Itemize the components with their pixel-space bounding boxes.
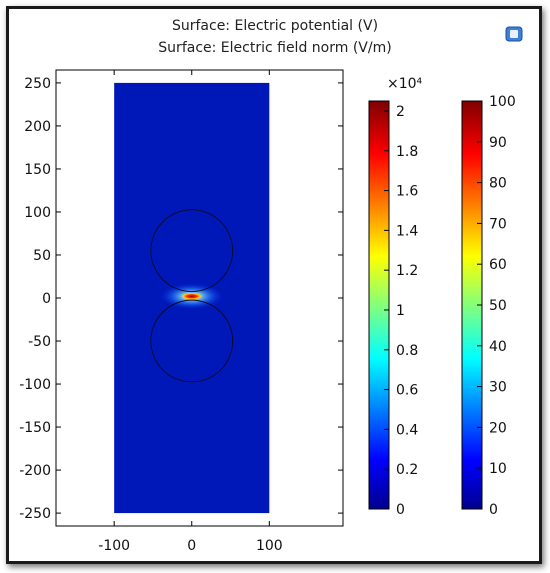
y-tick-label: -150 [19, 420, 51, 436]
sphere-top-outline [150, 209, 234, 293]
y-tick-label: 50 [33, 248, 51, 264]
colorbar-tick-label: 10 [489, 461, 507, 477]
colorbar-tick-label: 100 [489, 94, 516, 110]
colorbar-tick-label: 0 [396, 502, 405, 518]
colorbar-tick-label: 0.4 [396, 422, 418, 438]
colorbar-field-norm-ticks: 0 10 20 30 40 50 60 70 80 90 100 [477, 94, 516, 518]
colorbar-tick-label: 70 [489, 216, 507, 232]
x-tick-label: -100 [98, 538, 130, 554]
y-tick-label: 250 [24, 76, 51, 92]
y-tick-label: -100 [19, 377, 51, 393]
colorbar-tick-label: 30 [489, 380, 507, 396]
colorbar-tick-label: 1.2 [396, 263, 418, 279]
colorbar-tick-label: 0.8 [396, 343, 418, 359]
colorbar-tick-label: 0 [489, 502, 498, 518]
colorbar-tick-label: 60 [489, 257, 507, 273]
y-tick-label: 150 [24, 162, 51, 178]
window-restore-icon[interactable] [505, 26, 523, 42]
field-hotspot-core [180, 292, 203, 300]
plot-window-frame [6, 6, 542, 564]
y-tick-label: 100 [24, 205, 51, 221]
x-axis-ticks: -100 0 100 [98, 70, 283, 554]
colorbar-tick-label: 50 [489, 298, 507, 314]
colorbar-tick-label: 80 [489, 176, 507, 192]
colorbar-tick-label: 20 [489, 420, 507, 436]
x-tick-label: 100 [256, 538, 283, 554]
y-tick-label: -200 [19, 463, 51, 479]
colorbar-tick-label: 1.4 [396, 223, 418, 239]
sphere-bottom-outline [150, 299, 234, 383]
x-tick-label: 0 [187, 538, 196, 554]
y-axis-ticks: 250 200 150 100 50 0 -50 -100 -150 -200 -250 [19, 76, 343, 522]
y-tick-label: -50 [28, 334, 51, 350]
colorbar-tick-label: 1.6 [396, 184, 418, 200]
colorbar-tick-label: 1 [396, 303, 405, 319]
colorbar-potential-ticks: 0 0.2 0.4 0.6 0.8 1 1.2 1.4 1.6 1.8 2 [384, 104, 418, 518]
plot-title: Surface: Electric potential (V) [171, 18, 379, 34]
y-tick-label: 200 [24, 119, 51, 135]
colorbar-potential [368, 100, 390, 510]
plot-subtitle: Surface: Electric field norm (V/m) [158, 40, 392, 56]
colorbar-tick-label: 40 [489, 339, 507, 355]
colorbar-tick-label: 1.8 [396, 144, 418, 160]
colorbar-tick-label: 90 [489, 135, 507, 151]
colorbar-tick-label: 0.6 [396, 383, 418, 399]
y-tick-label: 0 [42, 291, 51, 307]
colorbar-tick-label: 0.2 [396, 462, 418, 478]
colorbar-tick-label: 2 [396, 104, 405, 120]
y-tick-label: -250 [19, 506, 51, 522]
colorbar-potential-exponent: ×10⁴ [387, 76, 423, 92]
